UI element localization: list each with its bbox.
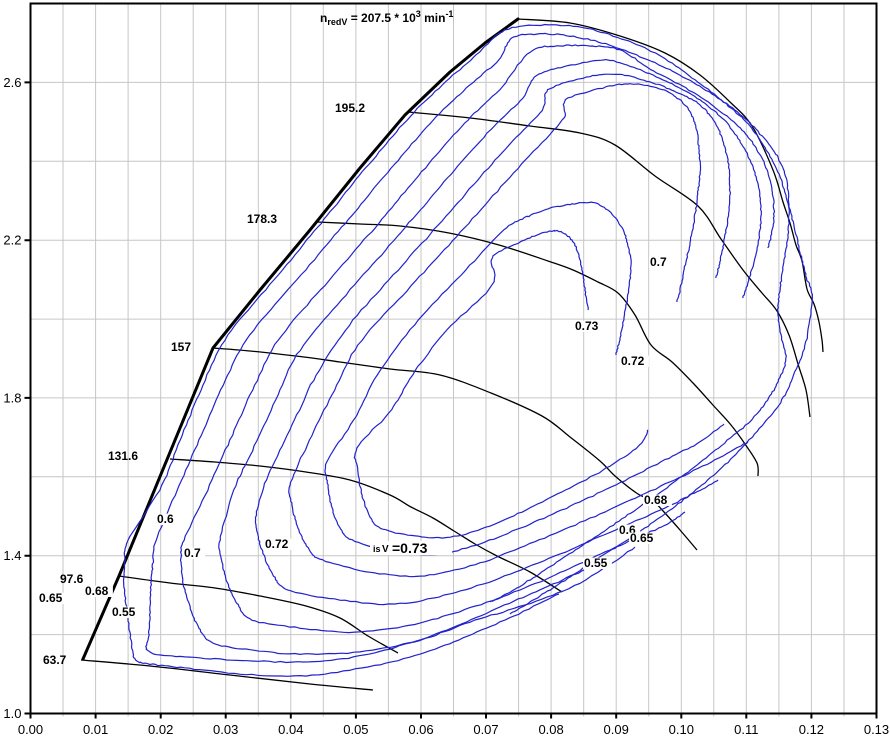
svg-text:0.73: 0.73 <box>575 319 599 333</box>
svg-text:0.7: 0.7 <box>184 546 201 560</box>
svg-text:1.0: 1.0 <box>3 706 21 721</box>
svg-text:0.04: 0.04 <box>278 722 303 737</box>
svg-text:0.07: 0.07 <box>473 722 498 737</box>
svg-text:0.00: 0.00 <box>18 722 43 737</box>
svg-text:0.13: 0.13 <box>864 722 889 737</box>
svg-text:0.7: 0.7 <box>650 255 667 269</box>
svg-text:0.05: 0.05 <box>343 722 368 737</box>
svg-text:0.02: 0.02 <box>148 722 173 737</box>
svg-text:0.09: 0.09 <box>604 722 629 737</box>
svg-text:131.6: 131.6 <box>108 449 138 463</box>
svg-text:=0.73: =0.73 <box>392 540 428 556</box>
svg-text:0.65: 0.65 <box>630 531 654 545</box>
svg-text:0.55: 0.55 <box>584 556 608 570</box>
svg-text:1.8: 1.8 <box>3 390 21 405</box>
svg-text:nredV = 207.5 * 103 min-1: nredV = 207.5 * 103 min-1 <box>320 9 453 27</box>
svg-text:0.72: 0.72 <box>265 537 289 551</box>
svg-text:0.72: 0.72 <box>621 354 645 368</box>
svg-text:1.4: 1.4 <box>3 548 21 563</box>
svg-text:0.12: 0.12 <box>799 722 824 737</box>
svg-text:0.08: 0.08 <box>538 722 563 737</box>
svg-text:2.6: 2.6 <box>3 75 21 90</box>
svg-text:0.68: 0.68 <box>644 493 668 507</box>
svg-text:V: V <box>382 544 389 555</box>
svg-text:0.65: 0.65 <box>39 591 63 605</box>
svg-text:195.2: 195.2 <box>335 101 365 115</box>
svg-text:97.6: 97.6 <box>60 572 84 586</box>
svg-text:is: is <box>373 544 381 554</box>
svg-text:178.3: 178.3 <box>247 212 277 226</box>
svg-text:0.06: 0.06 <box>408 722 433 737</box>
svg-text:0.55: 0.55 <box>112 605 136 619</box>
svg-text:0.10: 0.10 <box>669 722 694 737</box>
svg-text:0.11: 0.11 <box>734 722 758 737</box>
svg-text:0.01: 0.01 <box>83 722 108 737</box>
svg-text:63.7: 63.7 <box>43 653 67 667</box>
svg-text:0.68: 0.68 <box>85 584 109 598</box>
svg-text:0.6: 0.6 <box>157 512 174 526</box>
svg-text:157: 157 <box>171 340 191 354</box>
svg-text:2.2: 2.2 <box>3 233 21 248</box>
svg-text:0.03: 0.03 <box>213 722 238 737</box>
